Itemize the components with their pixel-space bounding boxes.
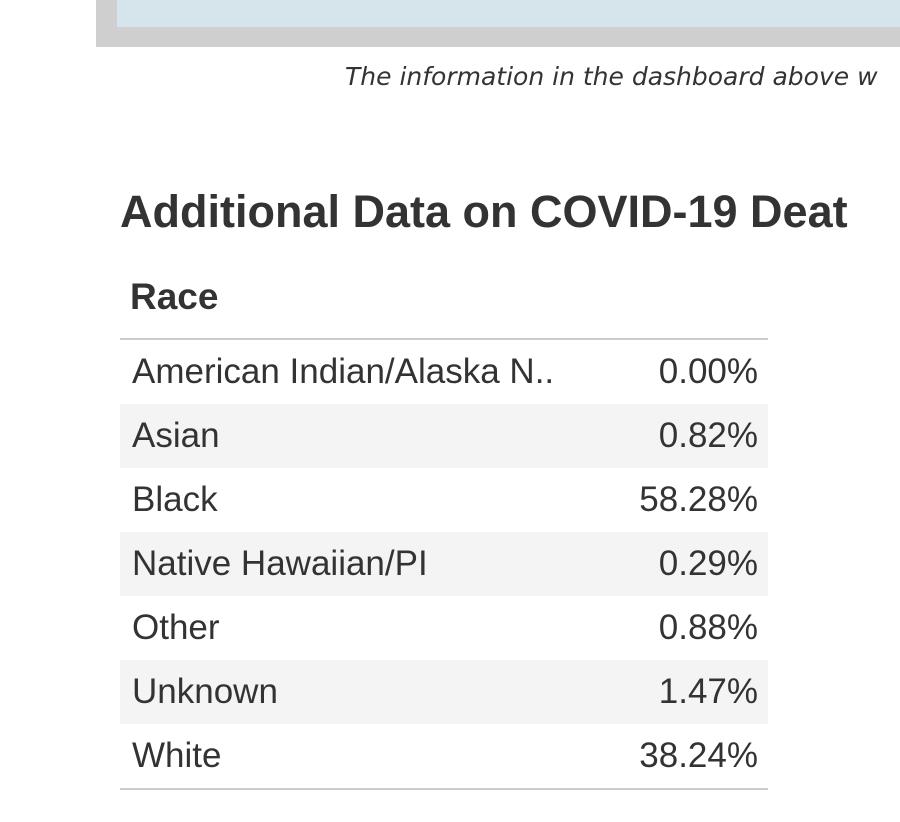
table-row: Unknown 1.47%: [120, 660, 768, 724]
table-row: Other 0.88%: [120, 596, 768, 660]
table-row: White 38.24%: [120, 724, 768, 789]
race-label: Black: [132, 480, 218, 519]
table-row: Asian 0.82%: [120, 404, 768, 468]
section-heading: Additional Data on COVID-19 Deat: [120, 186, 848, 237]
dashboard-note: The information in the dashboard above w: [345, 62, 878, 91]
race-percent: 0.29%: [612, 532, 768, 596]
dashboard-embed: [117, 0, 900, 27]
race-percent: 1.47%: [612, 660, 768, 724]
race-label: Asian: [120, 404, 613, 468]
race-percent: 58.28%: [639, 480, 758, 519]
race-percent: 0.82%: [612, 404, 768, 468]
race-label: White: [132, 736, 222, 775]
race-label: Unknown: [120, 660, 613, 724]
race-percent: 0.00%: [658, 352, 758, 391]
race-label: Other: [132, 608, 220, 647]
race-percent: 38.24%: [639, 736, 758, 775]
table-row: American Indian/Alaska N.. 0.00%: [120, 339, 768, 404]
race-percent: 0.88%: [658, 608, 758, 647]
table-title: Race: [130, 276, 219, 317]
race-table: American Indian/Alaska N.. 0.00% Asian 0.82…: [120, 338, 768, 790]
table-row: Black 58.28%: [120, 468, 768, 532]
race-label: American Indian/Alaska N..: [132, 352, 555, 391]
dashboard-frame: [96, 0, 900, 47]
table-row: Native Hawaiian/PI 0.29%: [120, 532, 768, 596]
race-label: Native Hawaiian/PI: [120, 532, 613, 596]
